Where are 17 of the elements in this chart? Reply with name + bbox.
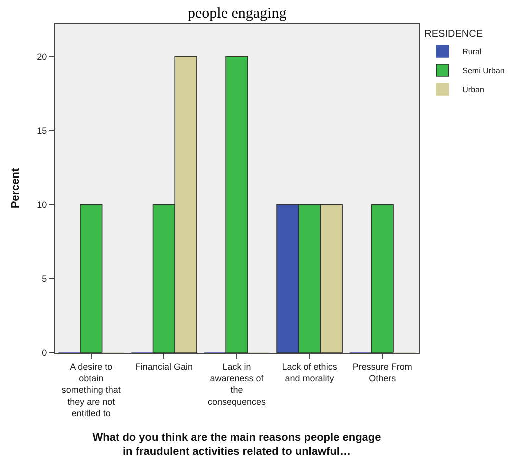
x-tick-label: Pressure From Others — [352, 362, 412, 384]
chart-title: people engaging — [188, 6, 288, 22]
y-tick-label: 0 — [42, 348, 48, 358]
legend-title: RESIDENCE — [424, 29, 484, 40]
x-axis-title: What do you think are the main reasons people engage in fraudulent activities related to unlawful… — [92, 432, 382, 458]
legend-label: Urban — [462, 86, 484, 95]
x-tick-label: A desire to obtain something that they are not entitled to — [62, 362, 122, 419]
legend-label: Rural — [462, 48, 482, 57]
x-tick-label: Financial Gain — [135, 362, 193, 372]
x-tick-label: Lack in awareness of the consequences — [208, 362, 267, 407]
x-tick-label: Lack of ethics and morality — [282, 362, 338, 384]
y-tick-label: 20 — [37, 52, 48, 62]
legend-label: Semi Urban — [462, 66, 505, 76]
y-tick-label: 10 — [37, 200, 48, 210]
y-tick-label: 5 — [42, 274, 48, 284]
y-tick-label: 15 — [37, 126, 48, 136]
y-axis-title: Percent — [10, 168, 22, 209]
